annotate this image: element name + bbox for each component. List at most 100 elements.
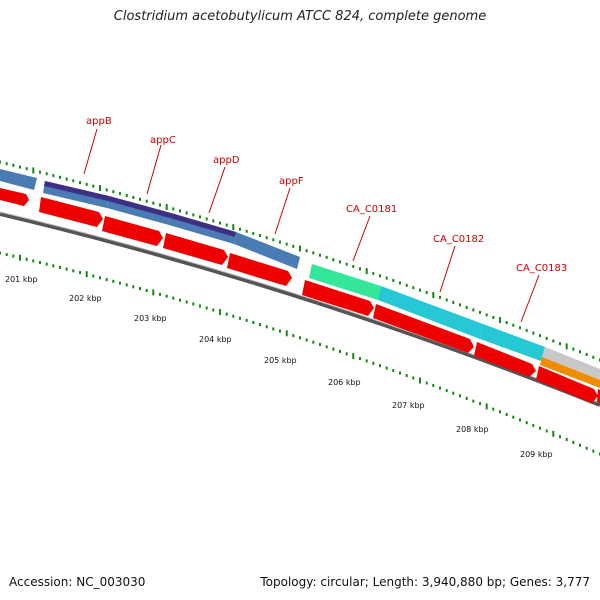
- tick-mark: [272, 238, 275, 242]
- tick-mark: [225, 312, 228, 316]
- feature-bar[interactable]: [378, 286, 483, 339]
- tick-mark: [45, 172, 48, 176]
- tick-mark: [332, 258, 335, 262]
- tick-mark: [345, 352, 348, 356]
- kbp-label: 201 kbp: [5, 275, 38, 284]
- cds-arrow[interactable]: [373, 304, 474, 353]
- genome-summary: Topology: circular; Length: 3,940,880 bp…: [260, 575, 590, 589]
- cds-arrow[interactable]: [597, 389, 600, 404]
- tick-mark: [419, 377, 421, 384]
- tick-mark: [252, 321, 255, 324]
- tick-mark: [412, 376, 415, 380]
- feature-bar[interactable]: [44, 181, 109, 201]
- feature-bar[interactable]: [108, 196, 171, 218]
- tick-mark: [79, 181, 81, 185]
- gene-label[interactable]: appB: [86, 116, 112, 127]
- gene-label[interactable]: appC: [150, 135, 176, 146]
- feature-bar[interactable]: [309, 264, 381, 300]
- tick-mark: [279, 240, 281, 244]
- gene-label[interactable]: CA_C0181: [346, 204, 397, 215]
- gene-label[interactable]: appD: [213, 155, 240, 166]
- tick-mark: [312, 340, 315, 344]
- cds-arrow[interactable]: [0, 188, 29, 206]
- tick-mark: [179, 298, 181, 302]
- tick-mark: [592, 355, 595, 359]
- feature-bar[interactable]: [234, 232, 300, 269]
- tick-mark: [485, 313, 488, 317]
- tick-mark: [385, 366, 388, 370]
- tick-mark: [205, 306, 208, 310]
- tick-mark: [285, 330, 288, 337]
- tick-mark: [445, 298, 448, 302]
- gene-labels: appB appC appD appF CA_C0181 CA_C0182 CA…: [86, 116, 567, 274]
- cds-track: [0, 188, 600, 404]
- tick-mark: [219, 221, 221, 225]
- tick-mark: [439, 386, 441, 390]
- tick-mark: [159, 292, 161, 296]
- tick-mark: [465, 305, 468, 309]
- tick-mark: [539, 426, 541, 430]
- tick-mark: [259, 234, 261, 237]
- tick-mark: [172, 207, 175, 211]
- gene-label[interactable]: CA_C0183: [516, 263, 567, 274]
- tick-mark: [179, 209, 181, 213]
- feature-bar[interactable]: [480, 324, 545, 361]
- tick-mark: [372, 271, 375, 275]
- tick-mark: [359, 357, 361, 360]
- tick-mark: [452, 391, 455, 395]
- feature-track: [0, 169, 600, 388]
- tick-mark: [585, 446, 588, 450]
- gene-label[interactable]: CA_C0182: [433, 234, 484, 245]
- tick-mark: [559, 342, 561, 346]
- tick-mark: [425, 381, 428, 385]
- cds-arrow[interactable]: [302, 280, 374, 316]
- tick-mark: [239, 316, 241, 320]
- kbp-label: 203 kbp: [134, 314, 167, 323]
- tick-mark: [452, 300, 455, 304]
- tick-mark: [392, 279, 395, 282]
- cds-arrow[interactable]: [102, 216, 163, 246]
- tick-mark: [465, 396, 468, 400]
- tick-mark: [319, 343, 321, 346]
- tick-mark: [492, 316, 495, 319]
- tick-mark: [405, 283, 408, 287]
- tick-mark: [105, 188, 108, 192]
- tick-mark: [592, 449, 595, 453]
- feature-bar[interactable]: [542, 347, 600, 380]
- tick-mark: [125, 283, 128, 287]
- tick-mark: [572, 347, 575, 351]
- tick-mark: [32, 259, 35, 263]
- tick-mark: [12, 163, 15, 167]
- feature-bar[interactable]: [0, 169, 37, 190]
- tick-mark: [505, 321, 508, 325]
- cds-arrow[interactable]: [474, 342, 536, 377]
- tick-mark: [285, 242, 288, 246]
- cds-arrow[interactable]: [39, 197, 103, 227]
- gene-label[interactable]: appF: [279, 176, 304, 187]
- feature-bar[interactable]: [170, 213, 236, 237]
- tick-mark: [299, 245, 301, 252]
- cds-arrow[interactable]: [536, 366, 598, 403]
- tick-mark: [25, 257, 28, 261]
- tick-mark: [19, 254, 21, 261]
- tick-mark: [539, 334, 541, 338]
- tick-mark: [39, 170, 41, 174]
- tick-mark: [252, 231, 255, 235]
- tick-mark: [192, 213, 195, 217]
- tick-mark: [232, 224, 235, 231]
- kbp-label: 204 kbp: [199, 335, 232, 344]
- tick-mark: [145, 199, 148, 203]
- feature-bar[interactable]: [540, 357, 600, 388]
- tick-mark: [325, 255, 328, 259]
- tick-mark: [419, 288, 421, 292]
- tick-mark: [45, 262, 48, 266]
- cds-arrow[interactable]: [163, 233, 228, 265]
- tick-mark: [305, 338, 308, 342]
- tick-mark: [512, 415, 515, 419]
- tick-mark: [519, 418, 521, 422]
- tick-mark: [479, 402, 481, 406]
- cds-arrow[interactable]: [227, 253, 292, 286]
- tick-mark: [565, 438, 568, 441]
- tick-mark: [459, 303, 461, 307]
